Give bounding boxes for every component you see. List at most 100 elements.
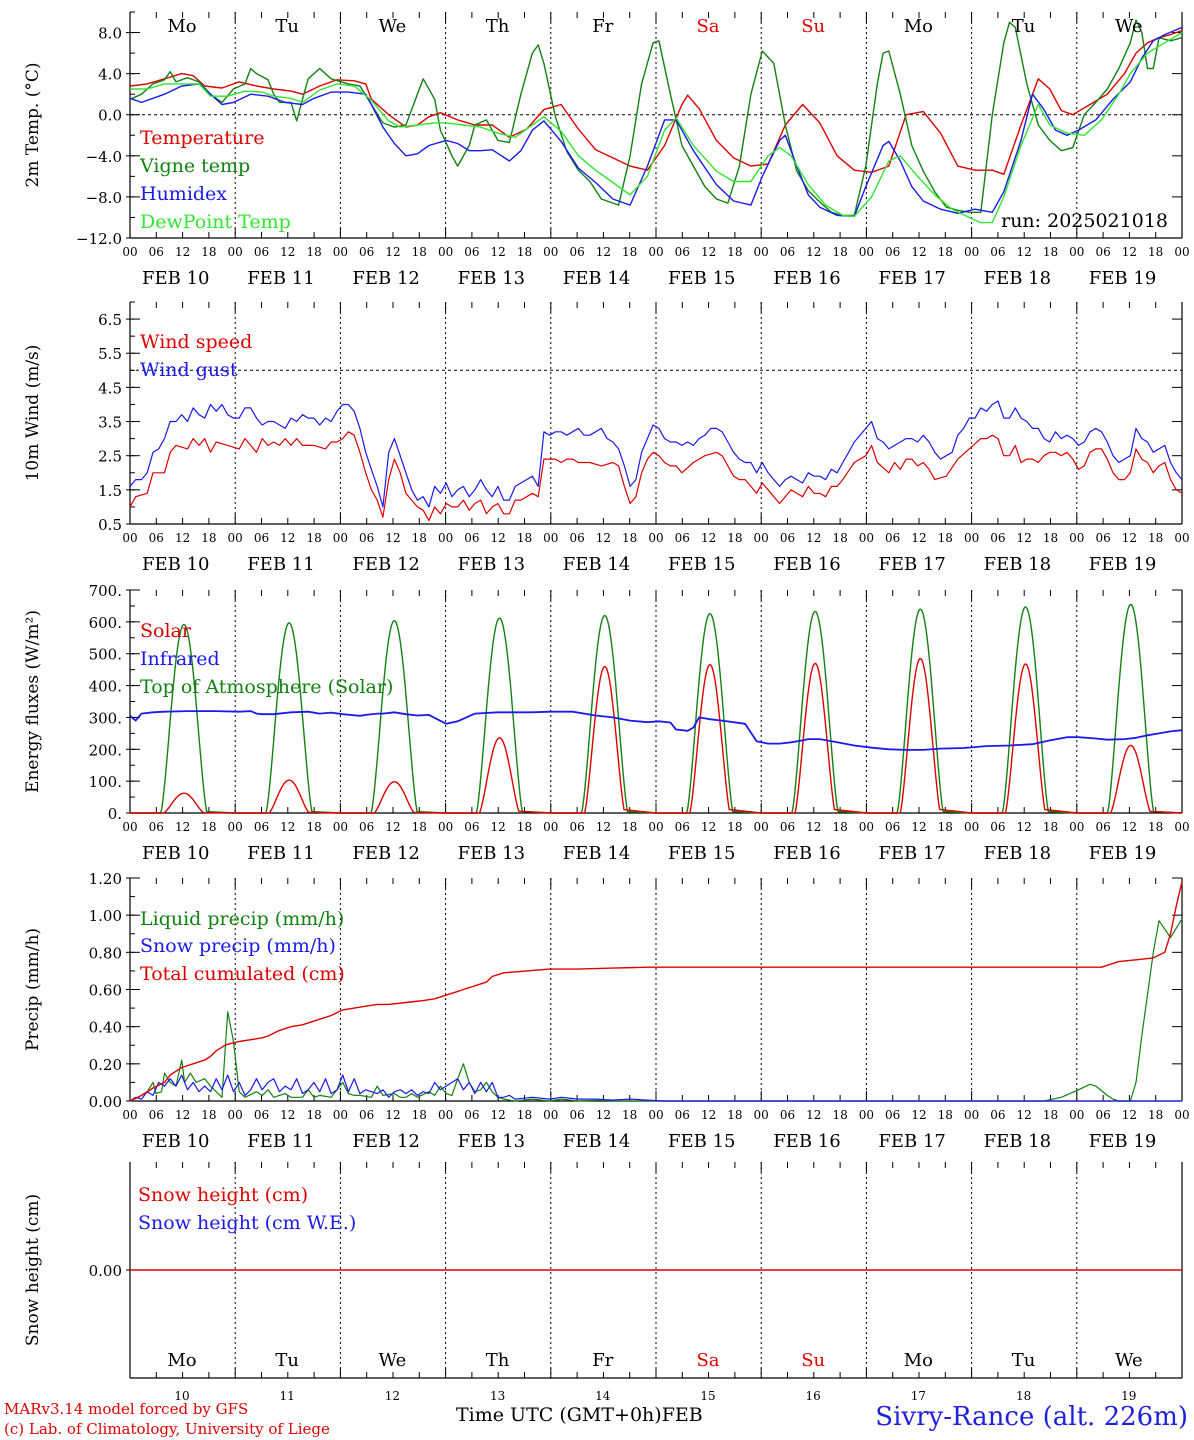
y-tick-label: 4.0 (98, 66, 122, 84)
x-date-label: FEB 12 (352, 554, 419, 575)
series-humidex (129, 26, 1183, 218)
x-hour-label: 18 (306, 531, 321, 545)
x-hour-label: 06 (780, 531, 795, 545)
x-hour-label: 06 (359, 531, 374, 545)
x-hour-label: 00 (543, 531, 558, 545)
series-vigne-temp (129, 19, 1183, 217)
x-hour-label: 12 (701, 1108, 716, 1122)
x-hour-label: 12 (911, 1108, 926, 1122)
series-wind-gust (129, 400, 1183, 508)
x-date-label: FEB 17 (878, 1131, 945, 1152)
x-date-label: FEB 19 (1089, 554, 1156, 575)
x-hour-label: 12 (1017, 531, 1032, 545)
x-date-label: FEB 10 (142, 1131, 209, 1152)
x-hour-label: 18 (938, 820, 953, 834)
x-hour-label: 12 (385, 531, 400, 545)
weekday-label-bottom: Fr (592, 1350, 613, 1371)
x-hour-label: 12 (175, 531, 190, 545)
x-hour-label: 18 (622, 531, 637, 545)
x-hour-label: 00 (1069, 531, 1084, 545)
chart-panels: −12.0 −8.0 −4.0 0.0 4.0 8.0 2m Temp. (°C) 00 06 1… (23, 11, 1190, 1403)
y-tick-label: 0.60 (89, 982, 122, 1000)
x-hour-label: 06 (780, 245, 795, 259)
x-hour-label: 06 (569, 531, 584, 545)
x-hour-label: 18 (938, 1108, 953, 1122)
y-tick-label: 400. (89, 678, 122, 696)
x-hour-label: 00 (1174, 245, 1189, 259)
y-tick-label: 500. (89, 646, 122, 664)
x-hour-label: 00 (122, 245, 137, 259)
x-date-label: FEB 12 (352, 1131, 419, 1152)
x-hour-label: 06 (149, 1108, 164, 1122)
y-axis-label: Energy fluxes (W/m²) (23, 610, 43, 793)
x-hour-label: 06 (149, 245, 164, 259)
x-hour-label: 06 (1095, 531, 1110, 545)
x-hour-label: 18 (1148, 531, 1163, 545)
x-date-label: FEB 17 (878, 843, 945, 864)
x-hour-label: 00 (1174, 820, 1189, 834)
x-hour-label: 12 (806, 1108, 821, 1122)
x-hour-label: 12 (385, 245, 400, 259)
run-label: run: 2025021018 (1001, 210, 1168, 232)
x-hour-label: 12 (175, 820, 190, 834)
x-axis-label-text: Time UTC (GMT+0h) (456, 1404, 662, 1426)
x-hour-label: 00 (333, 531, 348, 545)
x-hour-label: 00 (648, 1108, 663, 1122)
x-hour-label: 00 (1174, 1108, 1189, 1122)
x-hour-label: 18 (727, 245, 742, 259)
x-hour-label: 00 (122, 820, 137, 834)
weekday-label-bottom: Su (801, 1350, 825, 1371)
x-hour-label: 00 (754, 820, 769, 834)
x-hour-label: 18 (412, 820, 427, 834)
legend-entry: Temperature (140, 127, 264, 149)
x-hour-label: 18 (1043, 531, 1058, 545)
x-date-label: FEB 11 (247, 1131, 314, 1152)
x-date-label: FEB 11 (247, 843, 314, 864)
x-hour-label: 00 (859, 531, 874, 545)
model-credit: MARv3.14 model forced by GFS (4, 1400, 249, 1418)
day-number-label: 15 (700, 1389, 715, 1403)
x-hour-label: 06 (359, 820, 374, 834)
x-hour-label: 00 (333, 1108, 348, 1122)
x-date-label: FEB 14 (563, 554, 630, 575)
x-hour-label: 12 (701, 820, 716, 834)
weekday-label: We (379, 16, 407, 37)
x-hour-label: 12 (385, 820, 400, 834)
x-hour-label: 12 (491, 820, 506, 834)
x-date-label: FEB 14 (563, 843, 630, 864)
x-hour-label: 06 (359, 1108, 374, 1122)
x-hour-label: 12 (1017, 245, 1032, 259)
x-hour-label: 06 (1095, 820, 1110, 834)
y-tick-label: 0.0 (98, 107, 122, 125)
x-hour-label: 12 (280, 531, 295, 545)
x-hour-label: 18 (1148, 1108, 1163, 1122)
x-date-label: FEB 10 (142, 554, 209, 575)
x-hour-label: 06 (780, 1108, 795, 1122)
weekday-label-bottom: Sa (696, 1350, 719, 1371)
x-hour-label: 06 (990, 1108, 1005, 1122)
x-hour-label: 18 (1043, 1108, 1058, 1122)
x-hour-label: 12 (596, 1108, 611, 1122)
y-axis-label: Precip (mm/h) (23, 928, 43, 1051)
x-hour-label: 06 (359, 245, 374, 259)
x-hour-label: 00 (228, 1108, 243, 1122)
legend-entry: Infrared (140, 648, 220, 670)
x-hour-label: 06 (675, 1108, 690, 1122)
x-hour-label: 18 (727, 1108, 742, 1122)
series-solar (130, 657, 1183, 814)
x-hour-label: 00 (648, 820, 663, 834)
x-hour-label: 06 (885, 531, 900, 545)
series-wind-speed (129, 431, 1183, 522)
x-hour-label: 06 (149, 531, 164, 545)
x-date-label: FEB 16 (773, 843, 840, 864)
x-hour-label: 18 (306, 820, 321, 834)
x-date-label: FEB 18 (984, 554, 1051, 575)
x-hour-label: 06 (254, 531, 269, 545)
legend-entry: Solar (140, 620, 192, 642)
y-tick-label: 2.5 (98, 448, 122, 466)
weekday-label-bottom: We (1115, 1350, 1143, 1371)
x-hour-label: 00 (333, 820, 348, 834)
x-date-label: FEB 15 (668, 1131, 735, 1152)
day-number-label: 12 (385, 1389, 400, 1403)
x-hour-label: 18 (412, 245, 427, 259)
